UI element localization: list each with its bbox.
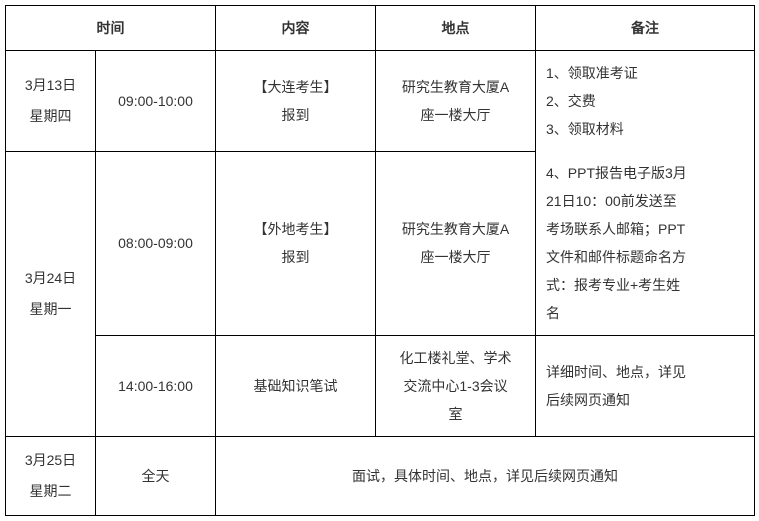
location-cell: 研究生教育大厦A 座一楼大厅 (376, 51, 536, 152)
table-row: 3月13日 星期四 09:00-10:00 【大连考生】 报到 研究生教育大厦A… (6, 51, 755, 152)
notes-text: 2、交费 (546, 93, 596, 109)
location-cell: 化工楼礼堂、学术 交流中心1-3会议 室 (376, 336, 536, 437)
table-row: 3月25日 星期二 全天 面试，具体时间、地点，详见后续网页通知 (6, 437, 755, 516)
schedule-table: 时间 内容 地点 备注 3月13日 星期四 09:00-10:00 【大连考生】… (5, 5, 755, 516)
content-cell: 基础知识笔试 (216, 336, 376, 437)
notes-text: 后续网页通知 (546, 392, 630, 408)
time-cell: 09:00-10:00 (96, 51, 216, 152)
content-text: 【大连考生】 (254, 79, 338, 95)
notes-cell: 4、PPT报告电子版3月 21日10：00前发送至 考场联系人邮箱；PPT 文件… (536, 151, 755, 336)
header-content: 内容 (216, 6, 376, 51)
location-text: 座一楼大厅 (421, 249, 491, 265)
notes-text: 4、PPT报告电子版3月 (546, 165, 687, 181)
notes-text: 文件和邮件标题命名方 (546, 249, 686, 265)
weekday-text: 星期四 (30, 108, 72, 124)
notes-text: 3、领取材料 (546, 121, 624, 137)
time-cell: 14:00-16:00 (96, 336, 216, 437)
notes-text: 1、领取准考证 (546, 65, 638, 81)
date-cell: 3月25日 星期二 (6, 437, 96, 516)
location-text: 研究生教育大厦A (402, 79, 509, 95)
date-cell: 3月24日 星期一 (6, 151, 96, 437)
notes-cell: 详细时间、地点，详见 后续网页通知 (536, 336, 755, 437)
weekday-text: 星期二 (30, 483, 72, 499)
header-location: 地点 (376, 6, 536, 51)
date-text: 3月25日 (25, 452, 76, 468)
content-cell: 面试，具体时间、地点，详见后续网页通知 (216, 437, 755, 516)
content-text: 报到 (282, 249, 310, 265)
notes-cell: 1、领取准考证 2、交费 3、领取材料 (536, 51, 755, 152)
location-text: 交流中心1-3会议 (403, 378, 507, 394)
weekday-text: 星期一 (30, 301, 72, 317)
location-cell: 研究生教育大厦A 座一楼大厅 (376, 151, 536, 336)
notes-text: 详细时间、地点，详见 (546, 364, 686, 380)
time-cell: 08:00-09:00 (96, 151, 216, 336)
notes-text: 式：报考专业+考生姓 (546, 277, 680, 293)
header-row: 时间 内容 地点 备注 (6, 6, 755, 51)
location-text: 座一楼大厅 (421, 107, 491, 123)
table-row: 3月24日 星期一 08:00-09:00 【外地考生】 报到 研究生教育大厦A… (6, 151, 755, 336)
location-text: 化工楼礼堂、学术 (400, 350, 512, 366)
date-cell: 3月13日 星期四 (6, 51, 96, 152)
header-notes: 备注 (536, 6, 755, 51)
notes-text: 21日10：00前发送至 (546, 193, 677, 209)
content-text: 报到 (282, 107, 310, 123)
table-row: 14:00-16:00 基础知识笔试 化工楼礼堂、学术 交流中心1-3会议 室 … (6, 336, 755, 437)
header-time: 时间 (6, 6, 216, 51)
content-cell: 【外地考生】 报到 (216, 151, 376, 336)
notes-text: 考场联系人邮箱；PPT (546, 221, 685, 237)
content-cell: 【大连考生】 报到 (216, 51, 376, 152)
date-text: 3月24日 (25, 270, 76, 286)
date-text: 3月13日 (25, 77, 76, 93)
time-cell: 全天 (96, 437, 216, 516)
location-text: 研究生教育大厦A (402, 221, 509, 237)
content-text: 【外地考生】 (254, 221, 338, 237)
location-text: 室 (449, 406, 463, 422)
notes-text: 名 (546, 305, 560, 321)
